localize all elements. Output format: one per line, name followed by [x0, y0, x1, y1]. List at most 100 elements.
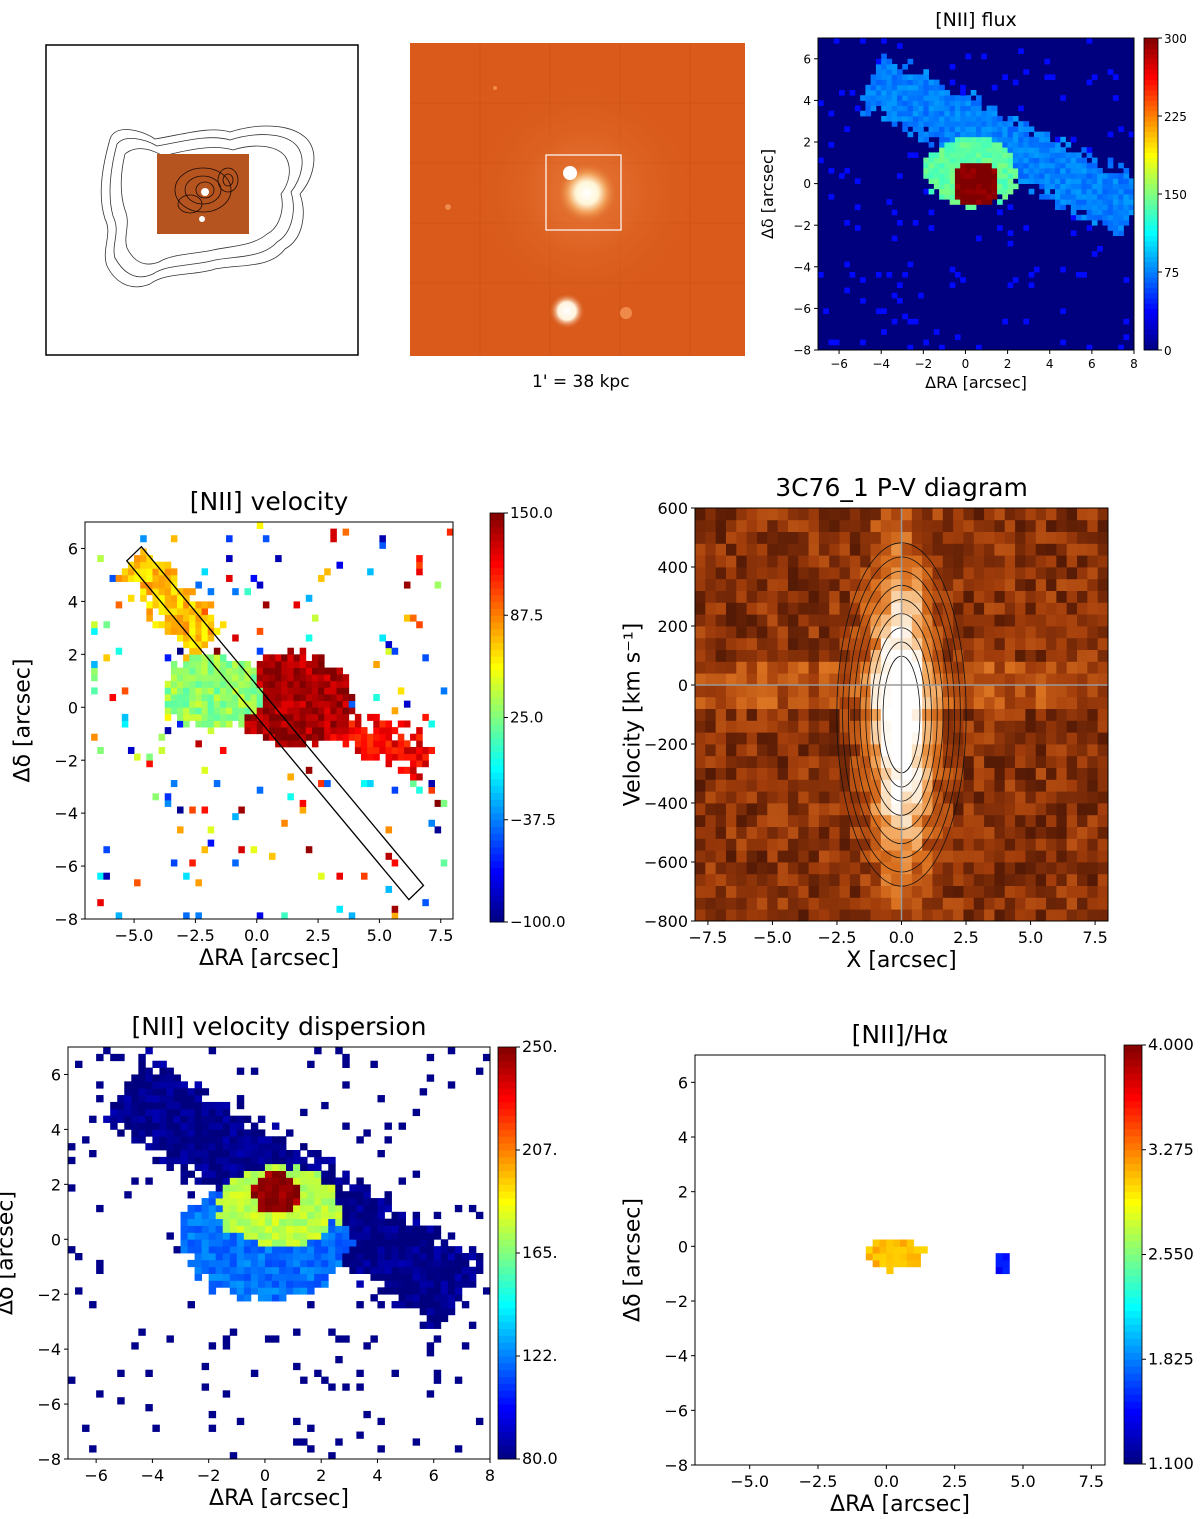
pv-cell	[829, 720, 840, 733]
heatmap-cell	[976, 168, 982, 174]
heatmap-cell	[183, 634, 190, 642]
heatmap-cell	[145, 1369, 153, 1377]
pv-cell	[1015, 567, 1026, 580]
pv-cell	[994, 803, 1006, 816]
heatmap-cell	[426, 1307, 435, 1316]
pv-cell	[1015, 720, 1026, 733]
heatmap-cell	[949, 105, 956, 112]
heatmap-cell	[461, 1266, 470, 1274]
heatmap-cell	[177, 700, 184, 708]
pv-cell	[849, 803, 861, 816]
heatmap-cell	[281, 707, 288, 715]
pv-cell	[994, 826, 1006, 839]
heatmap-cell	[342, 1060, 350, 1068]
heatmap-cell	[342, 1259, 350, 1268]
pv-cell	[787, 673, 799, 686]
heatmap-cell	[279, 1191, 287, 1199]
heatmap-cell	[215, 1108, 224, 1117]
heatmap-cell	[860, 95, 866, 101]
heatmap-cell	[138, 1328, 146, 1336]
heatmap-cell	[300, 1143, 308, 1151]
pv-cell	[1087, 626, 1099, 639]
pv-cell	[1035, 850, 1047, 863]
pv-cell	[1046, 685, 1057, 698]
pv-cell	[839, 649, 851, 662]
heatmap-cell	[201, 641, 209, 649]
heatmap-cell	[152, 1060, 160, 1068]
heatmap-cell	[238, 846, 245, 854]
heatmap-cell	[1086, 204, 1093, 210]
pv-cell	[725, 673, 737, 686]
heatmap-cell	[229, 1328, 238, 1336]
pv-cell	[870, 543, 882, 556]
heatmap-cell	[1002, 121, 1008, 127]
heatmap-cell	[314, 1259, 322, 1268]
heatmap-cell	[271, 1287, 280, 1295]
pv-cell	[849, 519, 861, 532]
pv-cell	[1087, 508, 1099, 521]
heatmap-cell	[305, 594, 313, 602]
heatmap-cell	[419, 1246, 428, 1254]
heatmap-cell	[939, 84, 945, 91]
heatmap-cell	[997, 209, 1003, 216]
pv-cell	[942, 873, 954, 886]
heatmap-cell	[213, 780, 221, 788]
heatmap-cell	[97, 899, 104, 907]
heatmap-cell	[164, 627, 172, 635]
heatmap-cell	[1055, 136, 1061, 143]
pv-cell	[808, 649, 820, 662]
pv-cell	[818, 508, 830, 521]
pv-cell	[756, 885, 768, 898]
pv-cell	[777, 838, 789, 851]
heatmap-cell	[257, 1239, 266, 1247]
heatmap-cell	[164, 687, 172, 695]
heatmap-cell	[138, 1074, 146, 1082]
heatmap-cell	[419, 1088, 428, 1096]
heatmap-cell	[183, 680, 190, 688]
heatmap-cell	[262, 694, 270, 702]
heatmap-cell	[243, 1143, 252, 1151]
pv-cell	[1035, 543, 1047, 556]
heatmap-cell	[183, 707, 190, 715]
heatmap-cell	[419, 1301, 428, 1309]
heatmap-cell	[293, 700, 301, 708]
colorbar-segment	[1124, 1247, 1142, 1255]
pv-cell	[973, 732, 985, 745]
heatmap-cell	[152, 1095, 160, 1103]
pv-cell	[798, 543, 809, 556]
heatmap-cell	[1007, 126, 1014, 132]
heatmap-cell	[879, 1253, 887, 1261]
heatmap-cell	[166, 1156, 174, 1165]
pv-cell	[963, 531, 975, 544]
x-tick-label: 2	[316, 1466, 326, 1485]
heatmap-cell	[865, 105, 872, 112]
heatmap-cell	[933, 329, 940, 335]
heatmap-cell	[189, 647, 196, 655]
pv-cell	[984, 685, 995, 698]
heatmap-cell	[960, 199, 966, 205]
heatmap-cell	[970, 131, 977, 138]
heatmap-cell	[1007, 116, 1014, 122]
heatmap-cell	[293, 1287, 301, 1295]
heatmap-cell	[287, 654, 294, 662]
pv-cell	[984, 543, 995, 556]
heatmap-cell	[860, 38, 866, 44]
heatmap-cell	[201, 621, 209, 629]
heatmap-cell	[1039, 157, 1045, 164]
pv-cell	[1015, 814, 1026, 827]
y-tick-label: −6	[664, 1401, 688, 1420]
heatmap-cell	[440, 1266, 449, 1274]
heatmap-cell	[891, 235, 898, 242]
heatmap-cell	[1065, 199, 1072, 205]
heatmap-cell	[201, 1177, 210, 1185]
heatmap-cell	[279, 1253, 287, 1261]
pv-cell	[1077, 897, 1088, 910]
y-tick-label: −8	[664, 1456, 688, 1475]
pv-cell	[932, 531, 944, 544]
heatmap-cell	[391, 1369, 399, 1377]
heatmap-cell	[928, 105, 935, 112]
heatmap-cell	[238, 713, 245, 721]
heatmap-cell	[363, 1184, 371, 1192]
pv-cell	[829, 696, 840, 709]
heatmap-cell	[110, 1053, 118, 1062]
